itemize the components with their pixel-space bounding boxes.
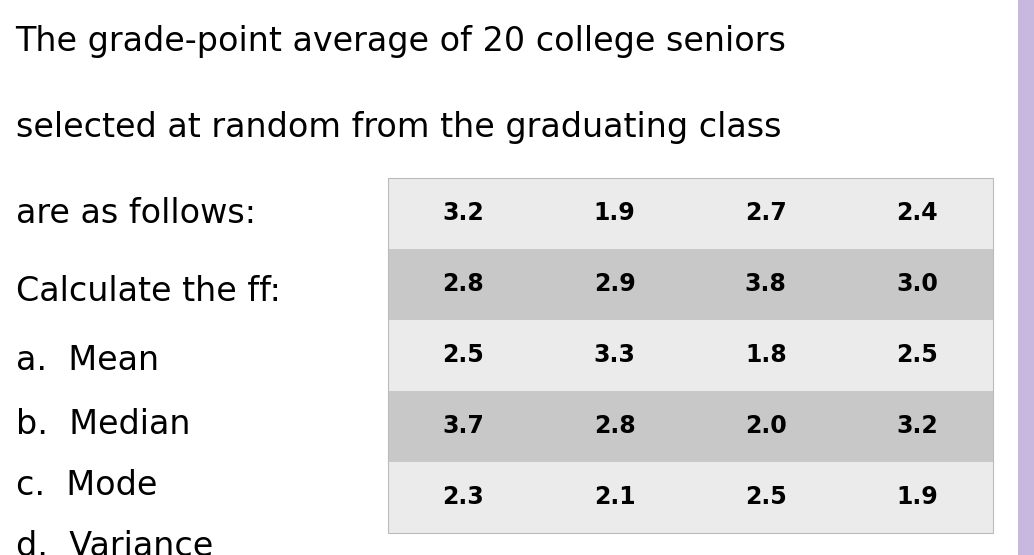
Text: selected at random from the graduating class: selected at random from the graduating c…	[16, 111, 781, 144]
Text: 3.7: 3.7	[443, 414, 484, 438]
Text: 2.5: 2.5	[896, 343, 938, 367]
Text: 2.0: 2.0	[744, 414, 787, 438]
Text: 2.4: 2.4	[896, 201, 938, 225]
Text: The grade-point average of 20 college seniors: The grade-point average of 20 college se…	[16, 25, 787, 58]
Text: 2.1: 2.1	[594, 485, 636, 509]
Text: 2.8: 2.8	[443, 272, 484, 296]
Text: 2.3: 2.3	[443, 485, 484, 509]
Text: 2.9: 2.9	[594, 272, 636, 296]
Text: 1.9: 1.9	[594, 201, 636, 225]
Text: c.  Mode: c. Mode	[16, 469, 157, 502]
FancyBboxPatch shape	[388, 320, 993, 391]
Text: 2.7: 2.7	[744, 201, 787, 225]
Text: a.  Mean: a. Mean	[16, 344, 158, 377]
Text: 3.2: 3.2	[896, 414, 938, 438]
Text: 2.5: 2.5	[443, 343, 484, 367]
FancyBboxPatch shape	[388, 249, 993, 320]
Text: 2.5: 2.5	[744, 485, 787, 509]
Text: are as follows:: are as follows:	[16, 197, 255, 230]
Text: 3.8: 3.8	[744, 272, 787, 296]
Text: 3.2: 3.2	[443, 201, 484, 225]
FancyBboxPatch shape	[1018, 0, 1034, 555]
Text: d.  Variance: d. Variance	[16, 530, 213, 555]
Text: 2.8: 2.8	[594, 414, 636, 438]
FancyBboxPatch shape	[388, 462, 993, 533]
FancyBboxPatch shape	[388, 178, 993, 249]
Text: b.  Median: b. Median	[16, 408, 190, 441]
FancyBboxPatch shape	[388, 391, 993, 462]
Text: Calculate the ff:: Calculate the ff:	[16, 275, 280, 307]
Text: 3.3: 3.3	[594, 343, 636, 367]
Text: 1.8: 1.8	[744, 343, 787, 367]
Text: 3.0: 3.0	[896, 272, 938, 296]
Text: 1.9: 1.9	[896, 485, 938, 509]
